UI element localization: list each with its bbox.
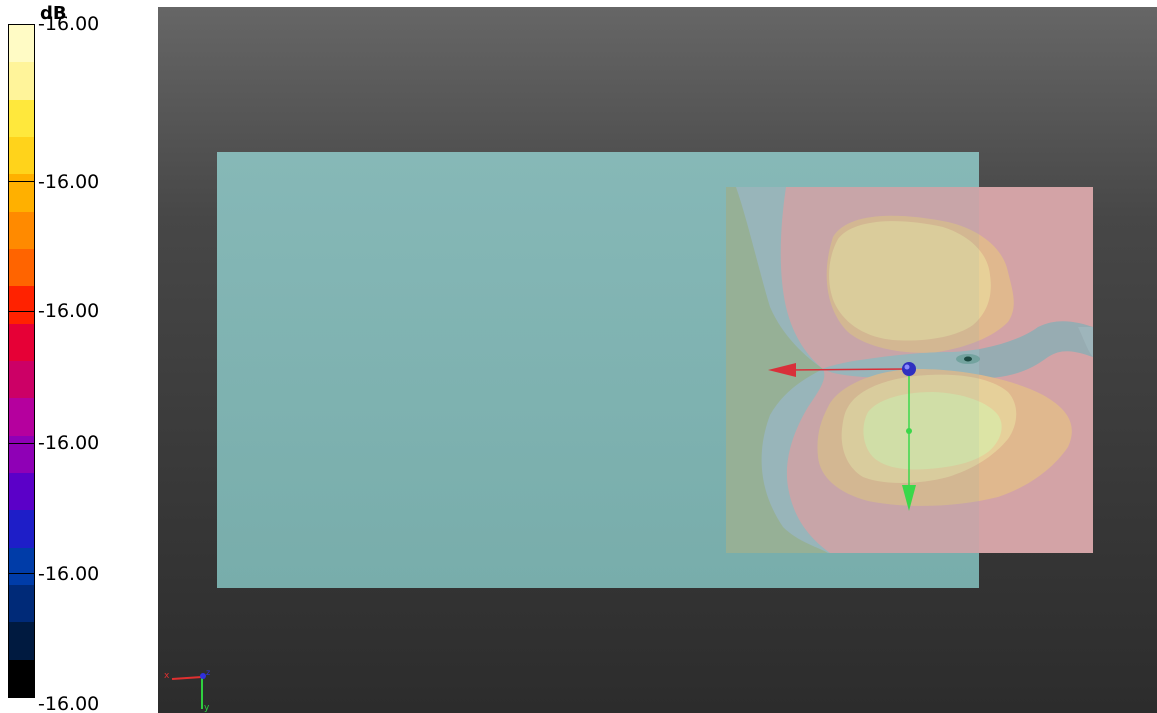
3d-viewport[interactable]: x y z [158, 7, 1157, 713]
y-axis-arrowhead [902, 485, 916, 511]
legend-swatch [9, 323, 34, 361]
legend-swatch [9, 584, 34, 623]
orientation-triad: x y z [164, 668, 210, 713]
triad-z-label: z [206, 668, 210, 677]
field-overlay [726, 187, 1093, 553]
legend-swatch [9, 25, 34, 63]
contour-upper-inner [829, 221, 991, 341]
triad-z-marker [200, 673, 206, 679]
contour-small-spot-core [964, 356, 972, 362]
legend-tick [8, 24, 35, 25]
legend-tick [8, 181, 35, 182]
y-axis-midpoint [906, 428, 912, 434]
legend-swatch [9, 398, 34, 436]
legend-swatch [9, 99, 34, 137]
contour-right-edge [1078, 327, 1093, 357]
legend-label-1: -16.00 [38, 13, 100, 35]
legend-label-4: -16.00 [38, 432, 100, 454]
legend-swatch [9, 510, 34, 548]
legend-swatch [9, 659, 34, 697]
legend-swatch [9, 435, 34, 473]
origin-point[interactable] [902, 362, 916, 376]
contour-lower-inner [863, 392, 1002, 470]
legend-swatch [9, 472, 34, 511]
x-axis-arrowhead [768, 363, 796, 377]
legend-swatch [9, 286, 34, 324]
legend-color-bar [8, 24, 35, 698]
origin-axes[interactable] [768, 362, 916, 511]
origin-point-highlight [904, 364, 910, 370]
legend-label-5: -16.00 [38, 563, 100, 585]
legend-tick [8, 697, 35, 698]
triad-x-line [171, 676, 203, 680]
triad-y-label: y [204, 703, 210, 713]
legend-swatch [9, 211, 34, 249]
legend-label-6: -16.00 [38, 693, 100, 713]
legend-label-3: -16.00 [38, 300, 100, 322]
legend-label-2: -16.00 [38, 171, 100, 193]
legend-tick [8, 443, 35, 444]
legend-tick [8, 573, 35, 574]
triad-x-label: x [164, 671, 170, 681]
legend-unit-label: dB [40, 3, 67, 24]
legend-swatch [9, 360, 34, 399]
legend-swatch [9, 248, 34, 287]
legend-swatch [9, 174, 34, 212]
color-legend: dB -16.00 -16.00 -16.00 -16.00 -16.00 -1… [0, 0, 158, 713]
legend-swatch [9, 622, 34, 660]
legend-swatch [9, 62, 34, 100]
legend-swatch [9, 136, 34, 175]
legend-swatch [9, 547, 34, 585]
legend-tick [8, 311, 35, 312]
x-axis-line [787, 368, 909, 371]
